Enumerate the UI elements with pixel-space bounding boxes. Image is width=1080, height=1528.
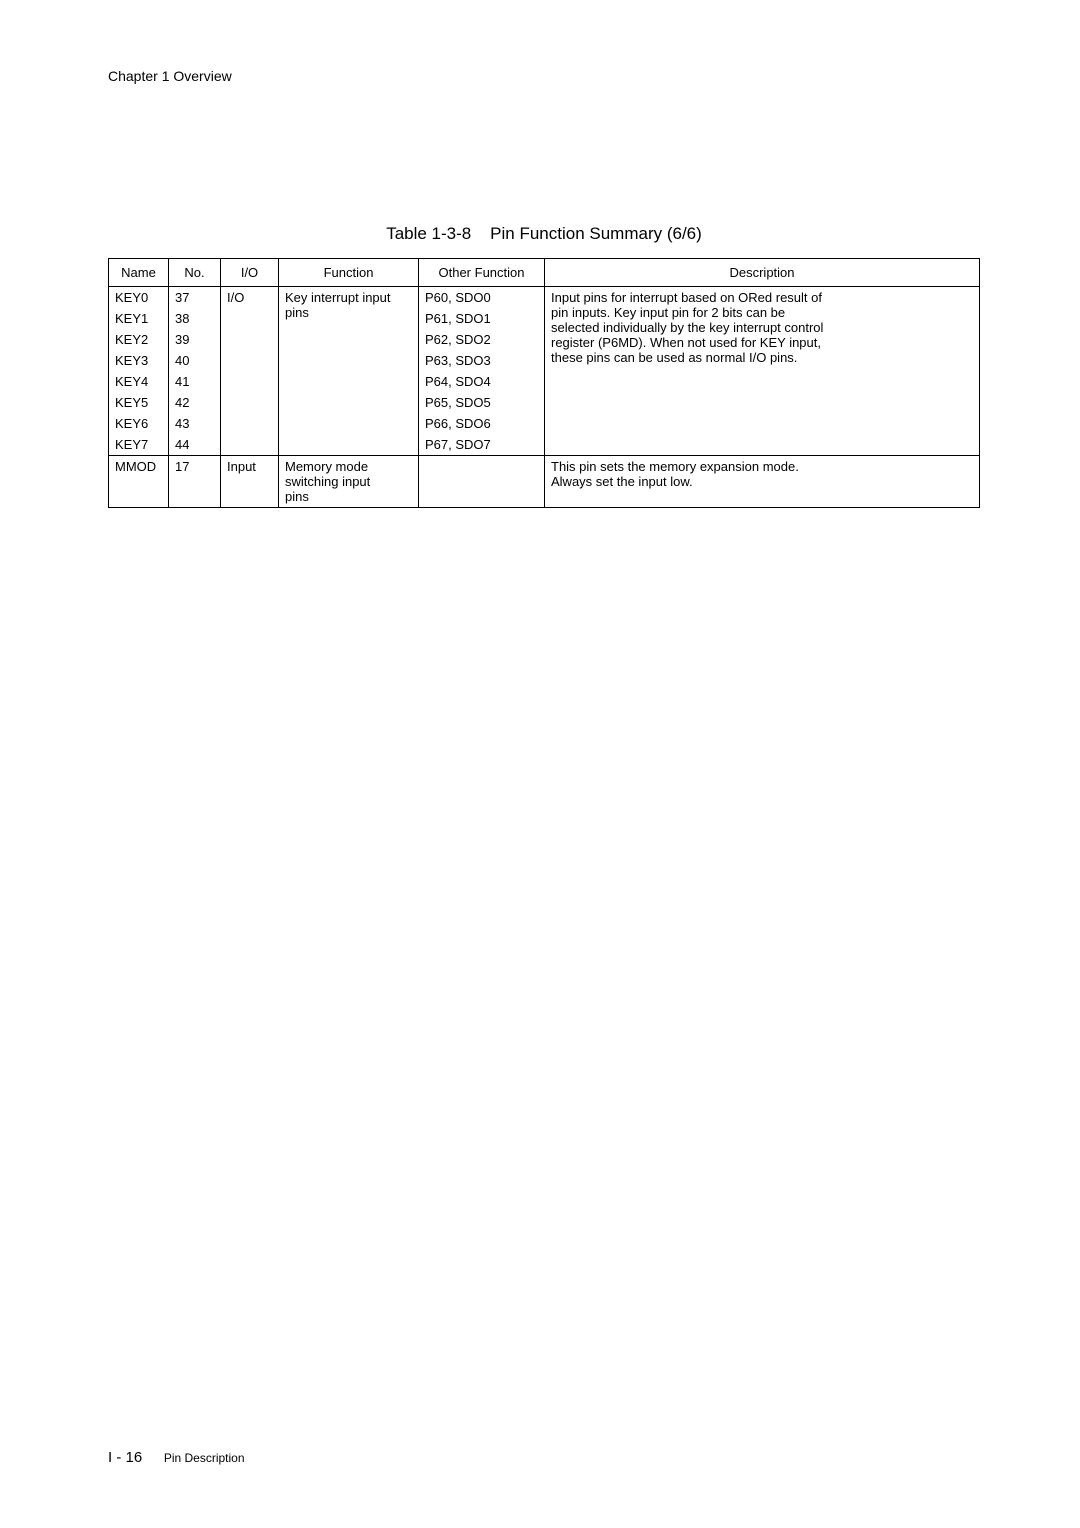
table-header-row: Name No. I/O Function Other Function Des… [109, 259, 980, 287]
cell-no: 42 [169, 392, 221, 413]
cell-no: 37 [169, 287, 221, 309]
cell-name: KEY7 [109, 434, 169, 456]
caption-label: Table 1-3-8 [386, 224, 471, 243]
cell-func: Key interrupt input pins [279, 287, 419, 456]
cell-name: KEY0 [109, 287, 169, 309]
table-caption: Table 1-3-8 Pin Function Summary (6/6) [108, 224, 980, 244]
desc-line: register (P6MD). When not used for KEY i… [551, 335, 821, 350]
cell-no: 17 [169, 456, 221, 508]
cell-name: KEY3 [109, 350, 169, 371]
th-no: No. [169, 259, 221, 287]
th-name: Name [109, 259, 169, 287]
cell-desc: Input pins for interrupt based on ORed r… [545, 287, 980, 456]
cell-name: KEY1 [109, 308, 169, 329]
th-io: I/O [221, 259, 279, 287]
caption-title: Pin Function Summary (6/6) [490, 224, 702, 243]
cell-no: 43 [169, 413, 221, 434]
table-row: KEY0 37 I/O Key interrupt input pins P60… [109, 287, 980, 309]
cell-io: Input [221, 456, 279, 508]
desc-line: pin inputs. Key input pin for 2 bits can… [551, 305, 785, 320]
cell-name: KEY6 [109, 413, 169, 434]
cell-other: P62, SDO2 [419, 329, 545, 350]
func-line: Memory mode [285, 459, 368, 474]
func-line: Key interrupt input [285, 290, 391, 305]
cell-desc: This pin sets the memory expansion mode.… [545, 456, 980, 508]
desc-line: these pins can be used as normal I/O pin… [551, 350, 797, 365]
cell-other: P63, SDO3 [419, 350, 545, 371]
cell-no: 41 [169, 371, 221, 392]
desc-line: Input pins for interrupt based on ORed r… [551, 290, 822, 305]
th-func: Function [279, 259, 419, 287]
func-line: pins [285, 305, 309, 320]
cell-other: P67, SDO7 [419, 434, 545, 456]
pin-function-table: Name No. I/O Function Other Function Des… [108, 258, 980, 508]
th-other: Other Function [419, 259, 545, 287]
cell-other: P60, SDO0 [419, 287, 545, 309]
section-title: Pin Description [164, 1451, 245, 1465]
page-footer: I - 16 Pin Description [108, 1449, 245, 1466]
cell-name: KEY5 [109, 392, 169, 413]
func-line: pins [285, 489, 309, 504]
cell-other: P65, SDO5 [419, 392, 545, 413]
chapter-header: Chapter 1 Overview [108, 68, 980, 84]
cell-name: MMOD [109, 456, 169, 508]
table-row: MMOD 17 Input Memory mode switching inpu… [109, 456, 980, 508]
cell-func: Memory mode switching input pins [279, 456, 419, 508]
cell-name: KEY2 [109, 329, 169, 350]
desc-line: Always set the input low. [551, 474, 693, 489]
cell-no: 44 [169, 434, 221, 456]
page-number: I - 16 [108, 1449, 142, 1466]
cell-other [419, 456, 545, 508]
desc-line: This pin sets the memory expansion mode. [551, 459, 799, 474]
cell-name: KEY4 [109, 371, 169, 392]
cell-no: 40 [169, 350, 221, 371]
cell-other: P66, SDO6 [419, 413, 545, 434]
cell-io: I/O [221, 287, 279, 456]
desc-line: selected individually by the key interru… [551, 320, 823, 335]
func-line: switching input [285, 474, 370, 489]
cell-other: P61, SDO1 [419, 308, 545, 329]
th-desc: Description [545, 259, 980, 287]
cell-other: P64, SDO4 [419, 371, 545, 392]
cell-no: 38 [169, 308, 221, 329]
cell-no: 39 [169, 329, 221, 350]
